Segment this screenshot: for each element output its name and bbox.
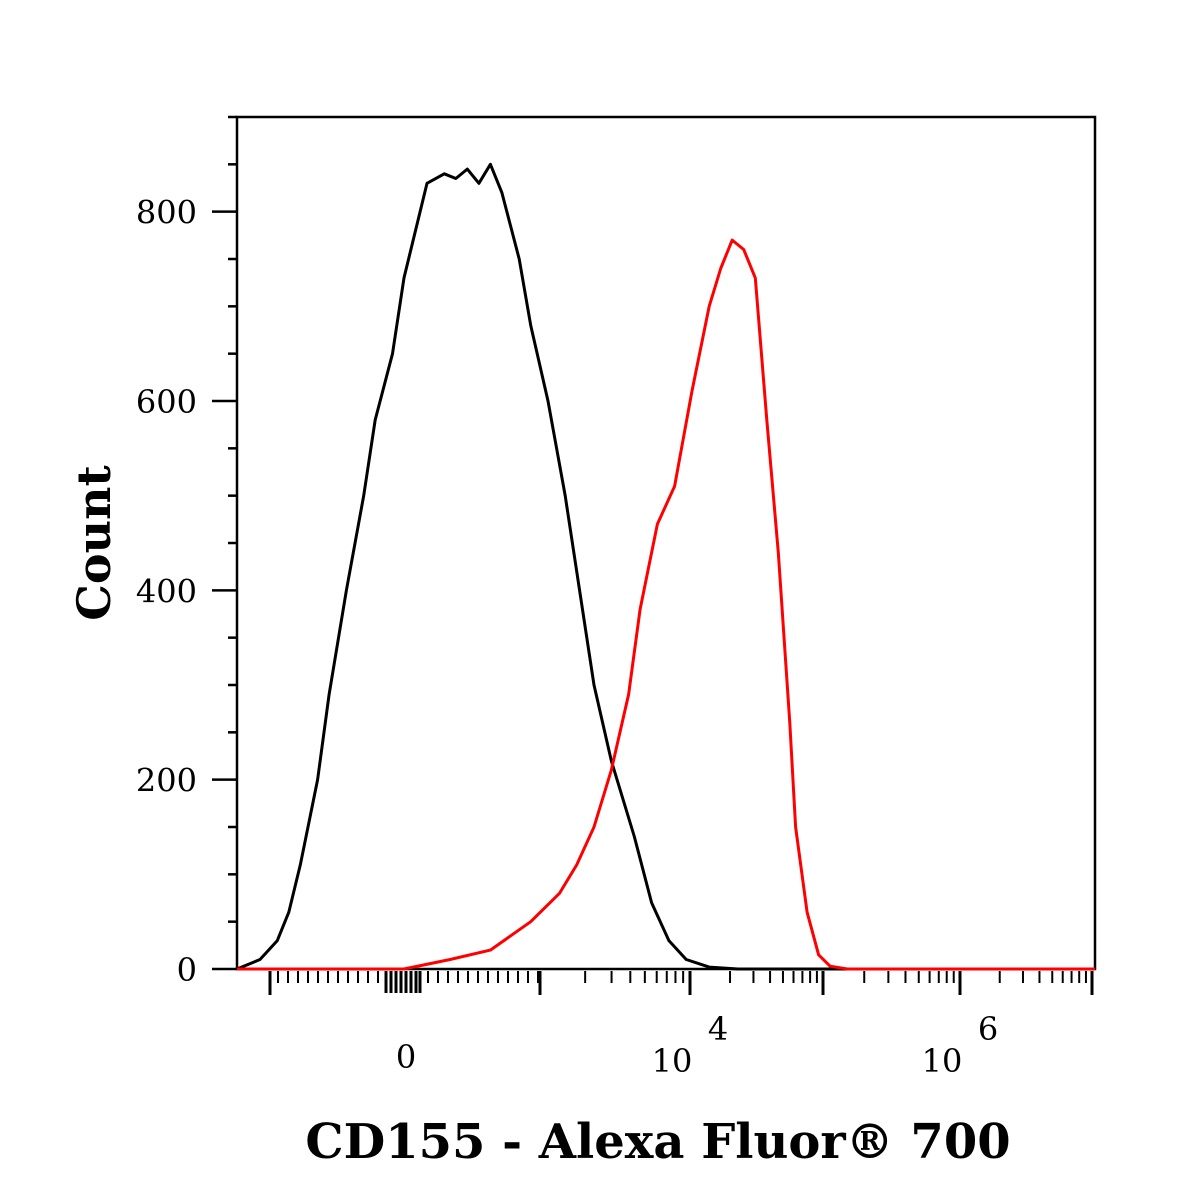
x-tick-label: 10 (652, 1042, 693, 1080)
y-tick-label: 400 (136, 572, 197, 610)
x-tick-exponent: 4 (708, 1010, 728, 1048)
y-minor-ticks (228, 115, 237, 923)
x-tick-label: 10 (922, 1042, 963, 1080)
x-tick-labels: 0 10 4 10 6 (396, 1010, 998, 1080)
series-line-1 (236, 162, 1095, 971)
y-major-ticks (212, 210, 237, 971)
series-line-2 (237, 238, 1095, 971)
series-lines (236, 162, 1095, 971)
x-tick-exponent: 6 (978, 1010, 998, 1048)
x-axis-title: CD155 - Alexa Fluor® 700 (305, 1114, 1010, 1170)
y-tick-label: 0 (177, 951, 197, 989)
y-tick-label: 600 (136, 383, 197, 421)
y-tick-label: 200 (136, 762, 197, 800)
plot-frame (235, 115, 1097, 971)
x-tick-label: 0 (396, 1038, 416, 1076)
y-tick-labels: 0 200 400 600 800 (136, 194, 197, 989)
x-axis-ticks (268, 971, 1094, 995)
y-tick-label: 800 (136, 194, 197, 232)
y-axis-title: Count (67, 465, 121, 621)
